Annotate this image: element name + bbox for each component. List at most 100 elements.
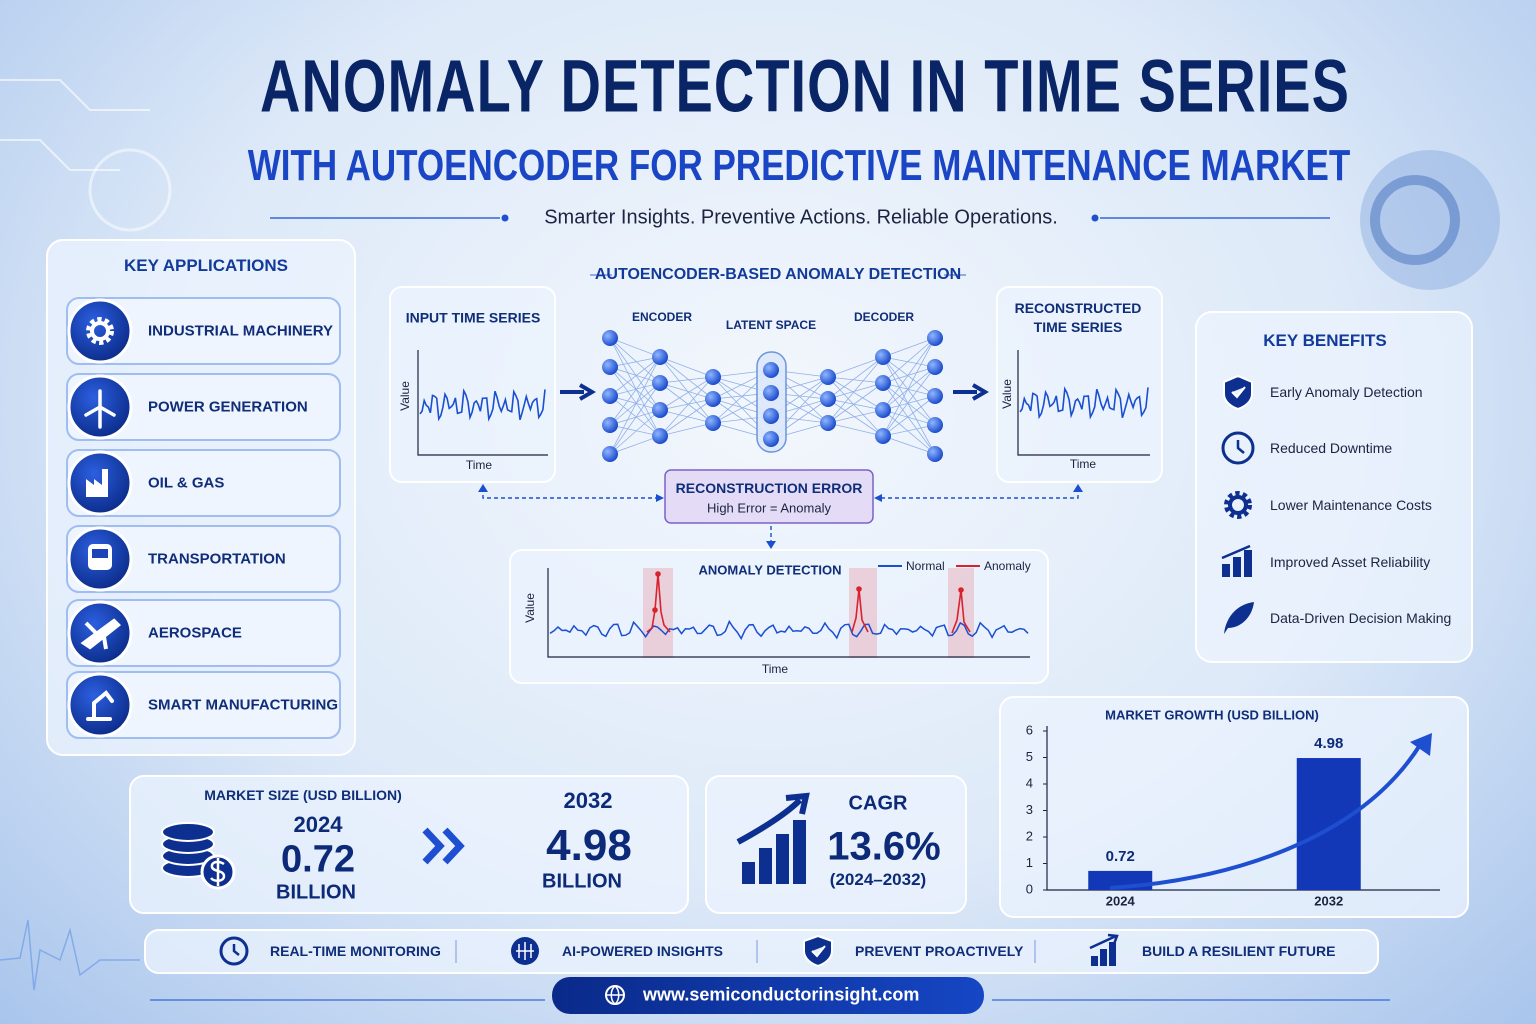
- glyph: [86, 469, 108, 497]
- coin-icon: [161, 822, 215, 842]
- network-node: [602, 388, 618, 404]
- network-node: [763, 408, 779, 424]
- network-edge: [659, 382, 714, 400]
- decor: [0, 79, 150, 171]
- network-node: [875, 428, 891, 444]
- cagr-icon: [759, 848, 772, 884]
- detection-panel: [509, 549, 1049, 684]
- network-edge: [609, 337, 661, 437]
- series-sketch: [419, 388, 546, 422]
- network-edge: [882, 337, 936, 384]
- cagr-title: CAGR: [848, 792, 908, 815]
- network-edge: [827, 382, 884, 424]
- axis-label: Value: [1000, 379, 1014, 409]
- footer-item: REAL-TIME MONITORING: [270, 943, 441, 959]
- application: AEROSPACE: [148, 624, 242, 642]
- network-edge: [827, 356, 884, 424]
- network-edge: [609, 395, 661, 411]
- glyph: [86, 317, 114, 345]
- cagr-icon: [736, 792, 810, 845]
- globe: [606, 985, 624, 1005]
- benefit-icon: [1221, 431, 1255, 465]
- network-edge: [882, 366, 936, 437]
- network-edge: [659, 398, 714, 437]
- network-edge: [659, 398, 714, 411]
- network-edge: [882, 435, 936, 455]
- glyph: [84, 389, 116, 429]
- benefit-icon: [1221, 544, 1251, 560]
- network-node: [927, 388, 943, 404]
- network-node: [820, 415, 836, 431]
- network-node: [705, 369, 721, 385]
- error-text: High Error = Anomaly: [707, 500, 831, 516]
- application-box: [66, 297, 341, 365]
- footer-item: AI-POWERED INSIGHTS: [562, 943, 724, 959]
- glyph: [90, 321, 110, 341]
- axis-label: Value: [523, 593, 537, 623]
- application-icon: [67, 298, 133, 364]
- y-tick-label: 6: [1026, 722, 1033, 737]
- network-edge: [882, 356, 936, 426]
- network-edge: [882, 382, 936, 455]
- application: POWER GENERATION: [148, 398, 308, 416]
- y-tick-label: 5: [1026, 749, 1033, 764]
- decor: [88, 148, 172, 232]
- network-edge: [609, 356, 661, 426]
- network-edge: [609, 337, 661, 384]
- chart-panel: [999, 696, 1469, 918]
- axis-label: Value: [398, 381, 412, 411]
- cagr-period: (2024–2032): [829, 870, 927, 889]
- network-edge: [827, 398, 884, 411]
- benefit: Improved Asset Reliability: [1270, 554, 1431, 570]
- footer-icon: [1089, 933, 1119, 950]
- legend-label: Anomaly: [984, 559, 1031, 573]
- y-tick-label: 1: [1026, 855, 1033, 870]
- rule-dot: [1091, 214, 1099, 222]
- benefits-title: KEY BENEFITS: [1263, 331, 1387, 350]
- glyph: [1224, 491, 1252, 519]
- network-edge: [609, 337, 661, 411]
- legend-label: Normal: [906, 559, 945, 573]
- plot-axes: [1017, 350, 1150, 456]
- plot-axes: [547, 568, 1030, 658]
- application: INDUSTRIAL MACHINERY: [148, 322, 334, 340]
- network-edge: [659, 376, 714, 411]
- network-node: [875, 375, 891, 391]
- footer-icon: [803, 934, 833, 968]
- icon-glyph: [84, 389, 116, 429]
- output-panel: [996, 286, 1163, 483]
- network-node: [602, 330, 618, 346]
- anomaly-band: [948, 568, 974, 658]
- network-edge: [882, 382, 936, 397]
- network-edge: [609, 409, 661, 455]
- network-edge: [882, 366, 936, 384]
- network-node: [705, 391, 721, 407]
- website-url[interactable]: www.semiconductorinsight.com: [643, 984, 920, 1005]
- subtitle: WITH AUTOENCODER FOR PREDICTIVE MAINTENA…: [247, 141, 1351, 190]
- input-panel: [389, 286, 556, 483]
- glyph: [80, 618, 122, 650]
- anomaly-point: [958, 587, 964, 593]
- network-node: [602, 359, 618, 375]
- cagr-icon: [742, 862, 755, 884]
- axis-label: Time: [761, 662, 789, 676]
- network-edge: [827, 356, 884, 378]
- value-label: 0.72: [1106, 848, 1135, 865]
- benefit-icon: [1236, 440, 1245, 454]
- network-node: [652, 349, 668, 365]
- network-edge: [882, 356, 936, 397]
- applications-title: KEY APPLICATIONS: [123, 256, 289, 275]
- network-node: [705, 415, 721, 431]
- network-node: [927, 417, 943, 433]
- network-edge: [609, 382, 661, 426]
- axis-label: Time: [465, 458, 493, 472]
- anomaly-point: [655, 571, 661, 577]
- market-size-title: MARKET SIZE (USD BILLION): [204, 787, 402, 803]
- value-label: 4.98: [1314, 735, 1343, 752]
- detection-title: ANOMALY DETECTION: [698, 562, 842, 578]
- growth-arrow: [1410, 733, 1432, 756]
- icon-glyph: [86, 690, 114, 721]
- network-edge: [609, 435, 661, 455]
- network-edge: [827, 376, 884, 384]
